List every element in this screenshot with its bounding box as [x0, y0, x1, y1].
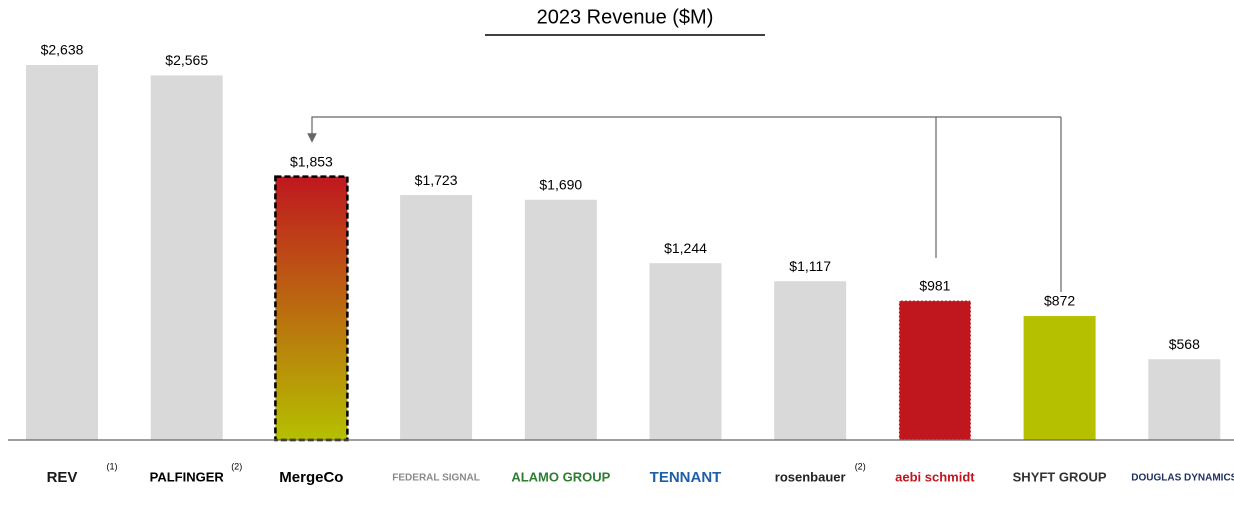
bar — [649, 263, 722, 440]
bar — [774, 281, 847, 440]
chart-title: 2023 Revenue ($M) — [537, 6, 714, 28]
category-label: aebi schmidt — [895, 469, 975, 484]
value-label: $1,117 — [789, 258, 831, 274]
bar — [274, 175, 349, 442]
value-label: $981 — [919, 277, 950, 293]
category-label: FEDERAL SIGNAL — [392, 473, 480, 484]
category-label: ALAMO GROUP — [511, 469, 610, 484]
connector — [307, 116, 937, 258]
bar — [1148, 359, 1221, 440]
bars: $2,638 REV (1) $2,565 PALFINGER (2) $1,853 Merg… — [26, 42, 1234, 486]
footnote-marker: (1) — [107, 461, 118, 471]
category-label: rosenbauer — [775, 469, 846, 484]
bar — [1023, 316, 1096, 440]
value-label: $1,244 — [664, 240, 707, 256]
bar — [400, 195, 473, 440]
bar — [898, 299, 972, 441]
value-label: $1,853 — [290, 153, 333, 169]
category-label: SHYFT GROUP — [1013, 469, 1107, 484]
category-label: PALFINGER — [150, 469, 225, 484]
value-label: $2,565 — [165, 52, 208, 68]
value-label: $1,723 — [415, 172, 458, 188]
value-label: $872 — [1044, 293, 1075, 309]
value-label: $2,638 — [41, 42, 84, 58]
value-label: $568 — [1169, 336, 1200, 352]
bar — [150, 75, 223, 440]
footnote-marker: (2) — [231, 461, 242, 471]
bar — [26, 65, 98, 440]
category-label: REV — [47, 469, 78, 486]
category-label: MergeCo — [279, 469, 343, 486]
value-label: $1,690 — [539, 176, 582, 192]
bar — [524, 199, 597, 440]
category-label: DOUGLAS DYNAMICS — [1131, 473, 1234, 484]
footnote-marker: (2) — [855, 461, 866, 471]
category-label: TENNANT — [650, 469, 722, 486]
